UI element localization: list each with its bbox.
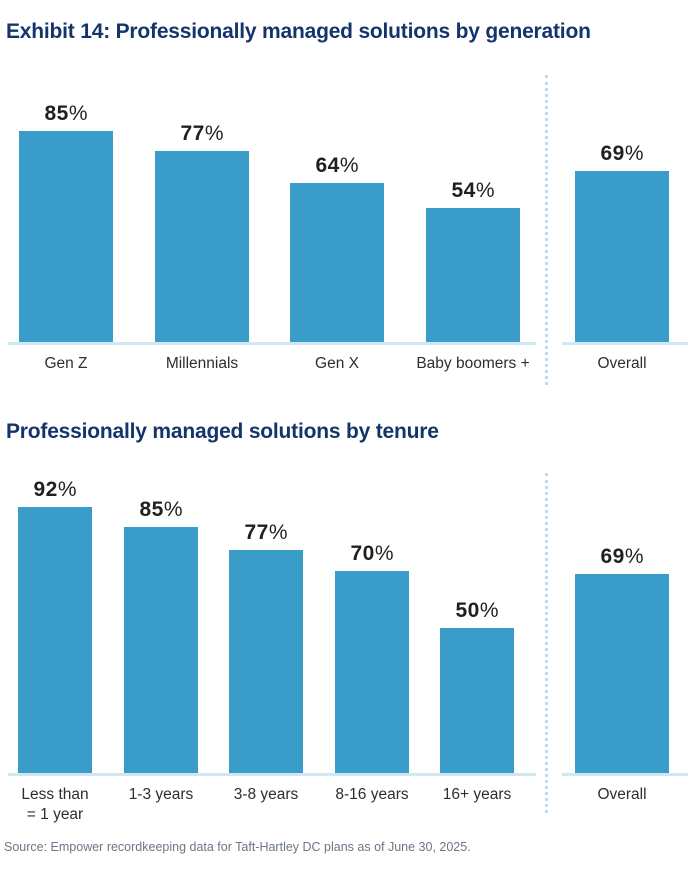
bar-value-label: 64% xyxy=(267,153,407,179)
dotted-divider-line xyxy=(545,473,548,813)
bar-value-number: 85 xyxy=(44,102,69,125)
percent-sign: % xyxy=(624,142,644,165)
bar-value-label: 70% xyxy=(302,541,442,567)
bar-value-label: 85% xyxy=(91,497,231,523)
percent-sign: % xyxy=(339,154,359,177)
x-axis-line xyxy=(8,342,536,345)
percent-sign: % xyxy=(268,521,288,544)
bar-value-number: 77 xyxy=(244,521,269,544)
bar-chart-generation: 85% Gen Z 77% Millennials 64% Gen X 54% Baby bo… xyxy=(0,75,700,394)
bar-value-number: 54 xyxy=(451,179,476,202)
chart-tenure-title: Professionally managed solutions by tenu… xyxy=(6,420,439,443)
source-note: Source: Empower recordkeeping data for T… xyxy=(4,840,471,854)
bar xyxy=(335,571,409,773)
x-axis-line-overall xyxy=(562,773,688,776)
x-axis-line xyxy=(8,773,536,776)
percent-sign: % xyxy=(163,498,183,521)
bar-value-label: 54% xyxy=(403,178,543,204)
category-label: Millennials xyxy=(165,355,239,372)
bar-value-number: 69 xyxy=(600,142,625,165)
bar-value-label: 69% xyxy=(552,544,692,570)
category-label: Baby boomers + xyxy=(416,355,530,372)
category-label: Gen X xyxy=(315,355,359,372)
bar-value-label: 92% xyxy=(0,477,125,503)
percent-sign: % xyxy=(624,545,644,568)
bar xyxy=(290,183,384,342)
bar-value-label: 77% xyxy=(132,121,272,147)
bar-value-label: 77% xyxy=(196,520,336,546)
category-label: 3-8 years xyxy=(233,786,299,803)
percent-sign: % xyxy=(374,542,394,565)
bar-overall xyxy=(575,574,669,773)
bar xyxy=(124,527,198,773)
bar-value-number: 85 xyxy=(139,498,164,521)
category-label: Gen Z xyxy=(44,355,88,372)
bar-value-label: 69% xyxy=(552,141,692,167)
bar xyxy=(426,208,520,342)
bar-value-label: 85% xyxy=(0,101,136,127)
category-label: Overall xyxy=(597,786,647,803)
dotted-divider-line xyxy=(545,75,548,385)
category-label: Overall xyxy=(597,355,647,372)
bar-value-label: 50% xyxy=(407,598,547,624)
bar xyxy=(229,550,303,773)
chart-generation-title: Exhibit 14: Professionally managed solut… xyxy=(6,20,591,43)
bar-value-number: 77 xyxy=(180,122,205,145)
bar xyxy=(18,507,92,773)
percent-sign: % xyxy=(475,179,495,202)
bar-value-number: 92 xyxy=(33,478,58,501)
bar xyxy=(155,151,249,342)
bar-value-number: 50 xyxy=(455,599,480,622)
bar xyxy=(19,131,113,342)
percent-sign: % xyxy=(68,102,88,125)
x-axis-line-overall xyxy=(562,342,688,345)
bar-value-number: 70 xyxy=(350,542,375,565)
bar-chart-tenure: 92% Less than = 1 year 85% 1-3 years 77% 3-8 … xyxy=(0,473,700,834)
category-label: 8-16 years xyxy=(335,786,409,803)
category-label: 16+ years xyxy=(442,786,512,803)
bar-value-number: 69 xyxy=(600,545,625,568)
bar xyxy=(440,628,514,773)
bar-value-number: 64 xyxy=(315,154,340,177)
category-label: Less than = 1 year xyxy=(21,786,89,823)
bar-overall xyxy=(575,171,669,342)
percent-sign: % xyxy=(479,599,499,622)
percent-sign: % xyxy=(57,478,77,501)
percent-sign: % xyxy=(204,122,224,145)
category-label: 1-3 years xyxy=(128,786,194,803)
